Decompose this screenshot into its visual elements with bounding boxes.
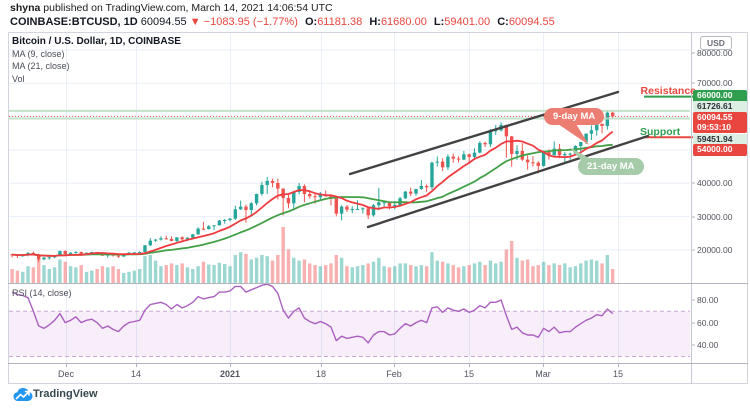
price-tick-label: 20000.00 <box>697 245 733 255</box>
tradingview-wordmark[interactable]: TradingView <box>33 388 98 400</box>
rsi-tick-label: 80.00 <box>697 295 719 305</box>
legend-vol[interactable]: Vol <box>12 73 25 84</box>
price-axis-badge: 59451.94 <box>693 134 747 146</box>
resistance-label[interactable]: Resistance <box>640 85 696 97</box>
high-value: 61680.00 <box>380 16 427 28</box>
symbol-status-line: COINBASE:BTCUSD, 1D 60094.55 ▼ −1083.95 … <box>10 16 555 28</box>
price-axis-separator <box>691 32 692 384</box>
legend-ma21[interactable]: MA (21, close) <box>12 61 70 71</box>
close-value: 60094.55 <box>508 16 555 28</box>
time-tick-label: 14 <box>130 369 142 379</box>
close-label: C: <box>497 16 509 28</box>
price-axis-badge: 61726.61 <box>693 101 747 113</box>
tradingview-logo-icon[interactable] <box>13 387 33 403</box>
pane-separator[interactable] <box>8 283 748 284</box>
high-label: H: <box>369 16 381 28</box>
rsi-tick-label: 60.00 <box>697 318 719 328</box>
ma21-callout-bubble[interactable]: 21-day MA <box>578 158 644 175</box>
price-axis-badge: 60094.55 09:53:10 <box>693 112 747 133</box>
legend-ma9[interactable]: MA (9, close) <box>12 48 65 59</box>
countdown-timer: 09:53:10 <box>697 121 732 132</box>
currency-toggle-button[interactable]: USD <box>700 36 732 50</box>
time-tick-label: Dec <box>57 369 75 379</box>
price-tick-label: 30000.00 <box>697 212 733 222</box>
last-price: 60094.55 <box>140 16 187 28</box>
legend-title[interactable]: Bitcoin / U.S. Dollar, 1D, COINBASE <box>12 36 181 47</box>
rsi-tick-label: 40.00 <box>697 340 719 350</box>
symbol-name: COINBASE:BTCUSD, 1D <box>10 16 138 28</box>
time-tick-label: 15 <box>612 369 624 379</box>
chart-frame <box>8 32 748 384</box>
rsi-legend[interactable]: RSI (14, close) <box>12 288 72 298</box>
byline: shyna published on TradingView.com, Marc… <box>10 2 333 14</box>
time-tick-label: 15 <box>463 369 475 379</box>
price-tick-label: 40000.00 <box>697 178 733 188</box>
time-tick-label: 18 <box>315 369 327 379</box>
byline-text: published on TradingView.com, March 14, … <box>40 2 333 14</box>
price-axis-badge: 54000.00 <box>693 144 747 156</box>
chart-legend: Bitcoin / U.S. Dollar, 1D, COINBASE MA (… <box>12 36 181 85</box>
low-label: L: <box>433 16 445 28</box>
time-tick-label: Feb <box>386 369 402 379</box>
ma9-callout-bubble[interactable]: 9-day MA <box>544 108 605 125</box>
price-tick-label: 80000.00 <box>697 48 733 58</box>
support-label[interactable]: Support <box>640 126 681 138</box>
time-tick-label: Mar <box>535 369 551 379</box>
byline-username: shyna <box>10 2 41 14</box>
price-axis-badge: 66000.00 <box>693 90 747 102</box>
time-axis-separator <box>8 363 748 364</box>
open-label: O: <box>304 16 318 28</box>
price-change: ▼ −1083.95 (−1.77%) <box>189 16 298 28</box>
time-tick-label: 2021 <box>219 369 241 379</box>
price-tick-label: 70000.00 <box>697 78 733 88</box>
open-value: 61181.38 <box>317 16 363 28</box>
low-value: 59401.00 <box>444 16 491 28</box>
